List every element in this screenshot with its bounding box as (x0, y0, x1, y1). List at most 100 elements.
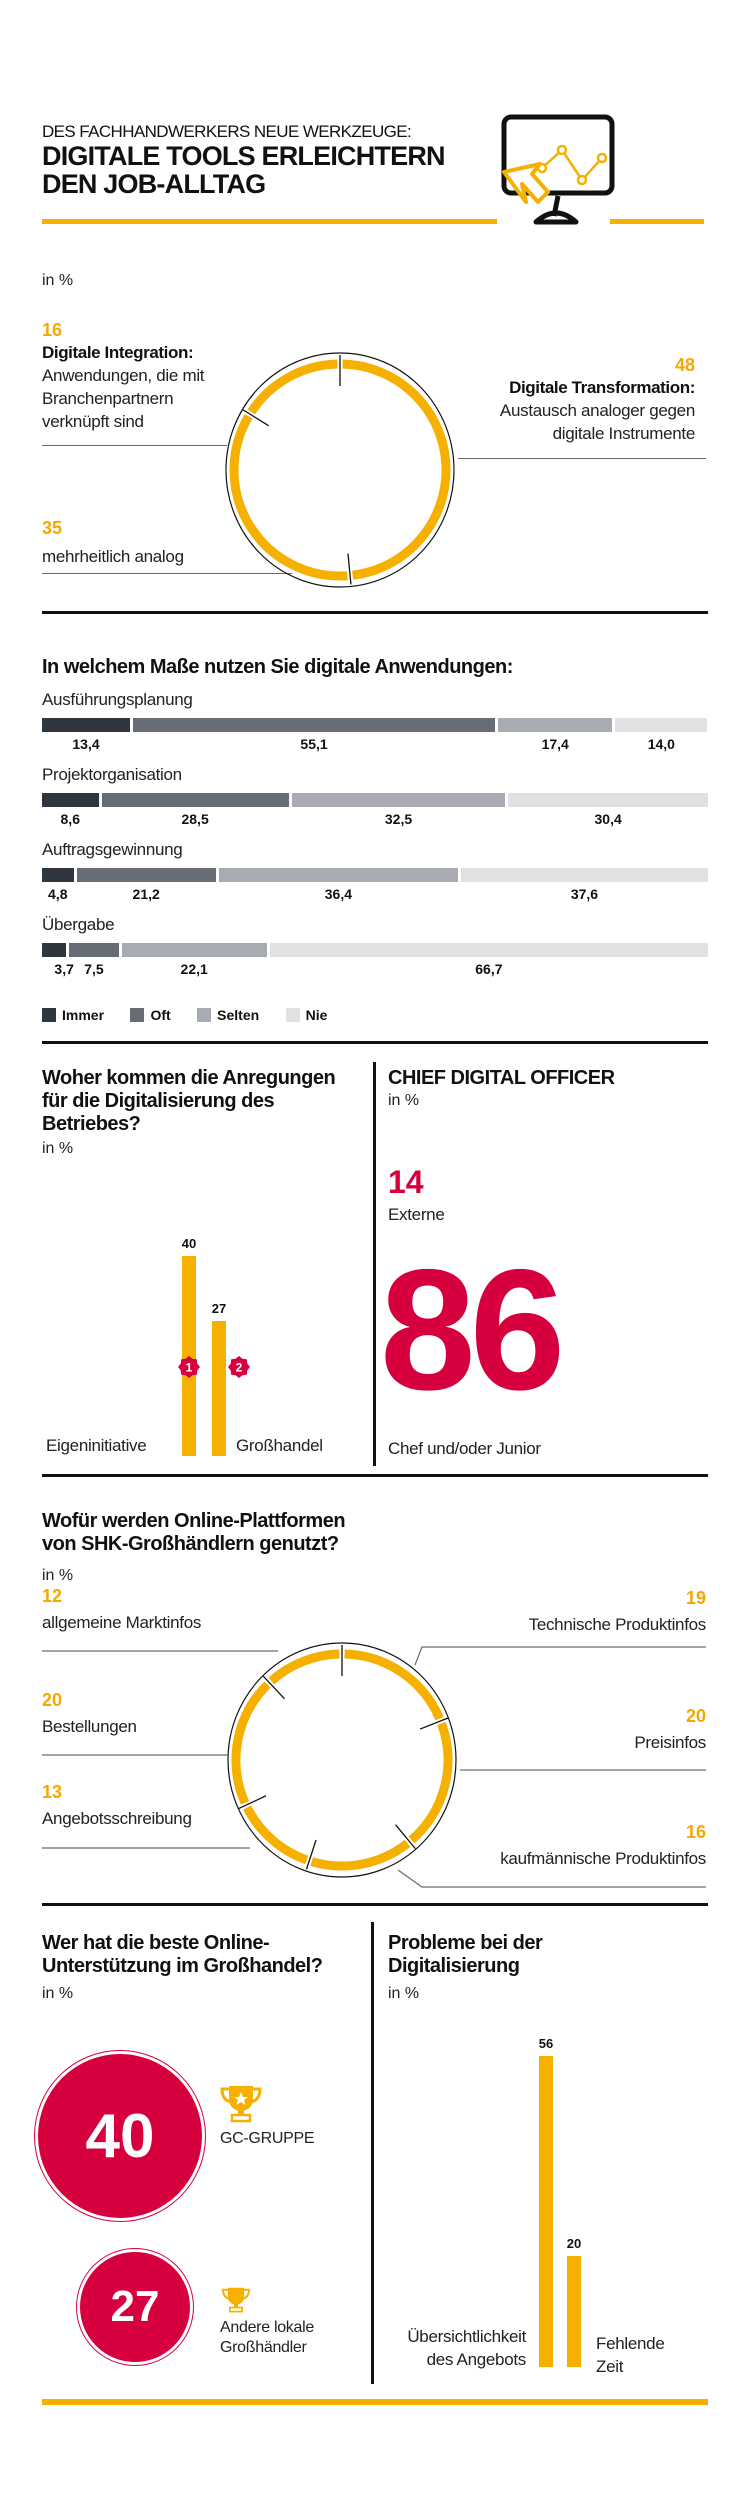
ring2-label: 20 Bestellungen (42, 1690, 137, 1738)
stack-value-label: 66,7 (475, 961, 503, 977)
ring2-value: 16 (685, 1822, 706, 1842)
ring2-leader (414, 1646, 706, 1666)
bar-category-line: Fehlende (596, 2334, 665, 2353)
trophy-icon-small (222, 2287, 250, 2313)
ring2-label: 13 Angebotsschreibung (42, 1782, 192, 1830)
header-divider-left (42, 219, 497, 224)
cdo-external-value: 14 (388, 1164, 424, 1200)
bar-category-label: Fehlende Zeit (596, 2332, 665, 2378)
ring-chart-platform-usage (42, 1642, 706, 1888)
stack-segment-nie (460, 868, 708, 882)
ring1-leader-integration (42, 445, 227, 446)
ring2-category: allgemeine Marktinfos (42, 1613, 202, 1632)
ring2-value: 12 (42, 1586, 63, 1606)
ring2-labels: 19 Technische Produktinfos 20 Preisinfos 16 k… (0, 1586, 750, 1900)
ring2-label: 20 Preisinfos (634, 1706, 706, 1754)
stack-category-label: Ausführungsplanung (42, 690, 193, 709)
badge-shape (178, 1356, 200, 1378)
stack-segment-nie (269, 943, 708, 957)
bar-2 (212, 1321, 226, 1456)
ring1-value-integration: 16 (42, 320, 63, 340)
cdo-external-label: Externe (388, 1205, 445, 1224)
section1-unit: in % (42, 272, 74, 289)
ring2-segment (231, 1681, 271, 1805)
legend-swatch-oft (130, 1007, 145, 1022)
ring2-label: 16 kaufmännische Produktinfos (500, 1822, 706, 1870)
ring2-segment (243, 1805, 309, 1865)
bar-value-label: 56 (538, 2036, 554, 2052)
ring2-segment (310, 1839, 411, 1871)
ring1-leader-transformation (458, 458, 706, 459)
ring1-title-transformation: Digitale Transformation: (509, 378, 695, 397)
bar-2 (567, 2256, 581, 2367)
section3-title-line: Woher kommen die Anregungen (42, 1067, 336, 1089)
bar-value-label: 20 (566, 2236, 582, 2251)
ring1-label-analog: 35 mehrheitlich analog (42, 518, 242, 568)
bar-value-label: 40 (181, 1236, 197, 1251)
ring2-tick (237, 1795, 267, 1810)
legend-label-oft: Oft (150, 1006, 171, 1023)
stack-category-label: Auftragsgewinnung (42, 840, 183, 859)
cdo-internal-value: 86 (380, 1234, 565, 1426)
page-title-line-2: DEN JOB-ALLTAG (42, 169, 266, 199)
trophy-icon (220, 2086, 262, 2123)
section3-title: Woher kommen die Anregungen für die Digi… (42, 1067, 372, 1136)
support-label-local-line: Andere lokale (220, 2319, 314, 2336)
bar-value-label: 27 (211, 1301, 227, 1316)
stack-category-label: Projektorganisation (42, 765, 182, 784)
section7-title-line: Digitalisierung (388, 1955, 520, 1977)
cdo-internal-label: Chef und/oder Junior (388, 1439, 541, 1458)
stack-segment-selten (218, 868, 458, 882)
stack-segment-immer (42, 793, 99, 807)
ring1-tick (347, 553, 352, 585)
bar-category-label: Eigeninitiative (46, 1436, 147, 1455)
rank-badge-1: 1 (178, 1356, 200, 1378)
stack-value-label: 37,6 (570, 886, 599, 902)
ring2-tick (419, 1717, 450, 1730)
support-circle-local: 27 (80, 2252, 190, 2362)
section7-unit: in % (388, 1985, 420, 2002)
support-circle-gc: 40 (38, 2054, 202, 2218)
stack-segment-selten (291, 793, 506, 807)
bar-category-line: Zeit (596, 2357, 624, 2376)
column-divider (371, 1922, 374, 2384)
badge-number: 2 (236, 1361, 243, 1375)
legend-label-selten: Selten (217, 1006, 260, 1023)
section4-title: CHIEF DIGITAL OFFICER (388, 1067, 615, 1089)
stack-value-label: 14,0 (647, 736, 675, 752)
bar-category-label: Übersichtlichkeit des Angebots (407, 2325, 526, 2371)
section-divider (42, 1474, 708, 1477)
section7-title: Probleme bei der Digitalisierung (388, 1932, 543, 1978)
bar-1 (539, 2056, 553, 2367)
legend-swatch-nie (285, 1007, 300, 1022)
stack-value-label: 7,5 (84, 961, 104, 977)
ring2-segment (408, 1721, 453, 1844)
ring1-label-integration: 16 Digitale Integration: Anwendungen, di… (42, 320, 242, 433)
section6-title-line: Wer hat die beste Online- (42, 1932, 270, 1954)
ring2-category: Technische Produktinfos (528, 1615, 707, 1634)
stack-value-label: 13,4 (72, 736, 100, 752)
ring1-segment (342, 359, 451, 580)
legend-swatch-selten (197, 1007, 212, 1022)
section6-title-line: Unterstützung im Großhandel? (42, 1955, 323, 1977)
section-divider (42, 611, 708, 614)
stack-value-label: 17,4 (541, 736, 569, 752)
section5-title-line: von SHK-Großhändlern genutzt? (42, 1533, 339, 1555)
footer-divider (42, 2399, 708, 2405)
ring2-category: Bestellungen (42, 1717, 137, 1736)
ring1-title-integration: Digitale Integration: (42, 343, 194, 362)
bar-category-line: Übersichtlichkeit (407, 2327, 526, 2346)
ring2-leader (397, 1869, 706, 1888)
ring1-value-transformation: 48 (674, 355, 695, 375)
stack-value-label: 32,5 (384, 811, 413, 827)
stack-value-label: 4,8 (48, 886, 68, 902)
stack-segment-immer (42, 718, 131, 732)
ring2-label: 19 Technische Produktinfos (528, 1588, 707, 1636)
sources-bar-chart: 40 27 Eigeninitiative Großhandel 1 2 (0, 1180, 370, 1470)
column-divider (373, 1062, 376, 1466)
stack-segment-selten (498, 718, 613, 732)
badge-number: 1 (186, 1361, 193, 1375)
support-label-local: Andere lokale Großhändler (220, 2318, 314, 2358)
stack-segment-oft (76, 868, 216, 882)
ring2-category: Preisinfos (634, 1733, 706, 1752)
